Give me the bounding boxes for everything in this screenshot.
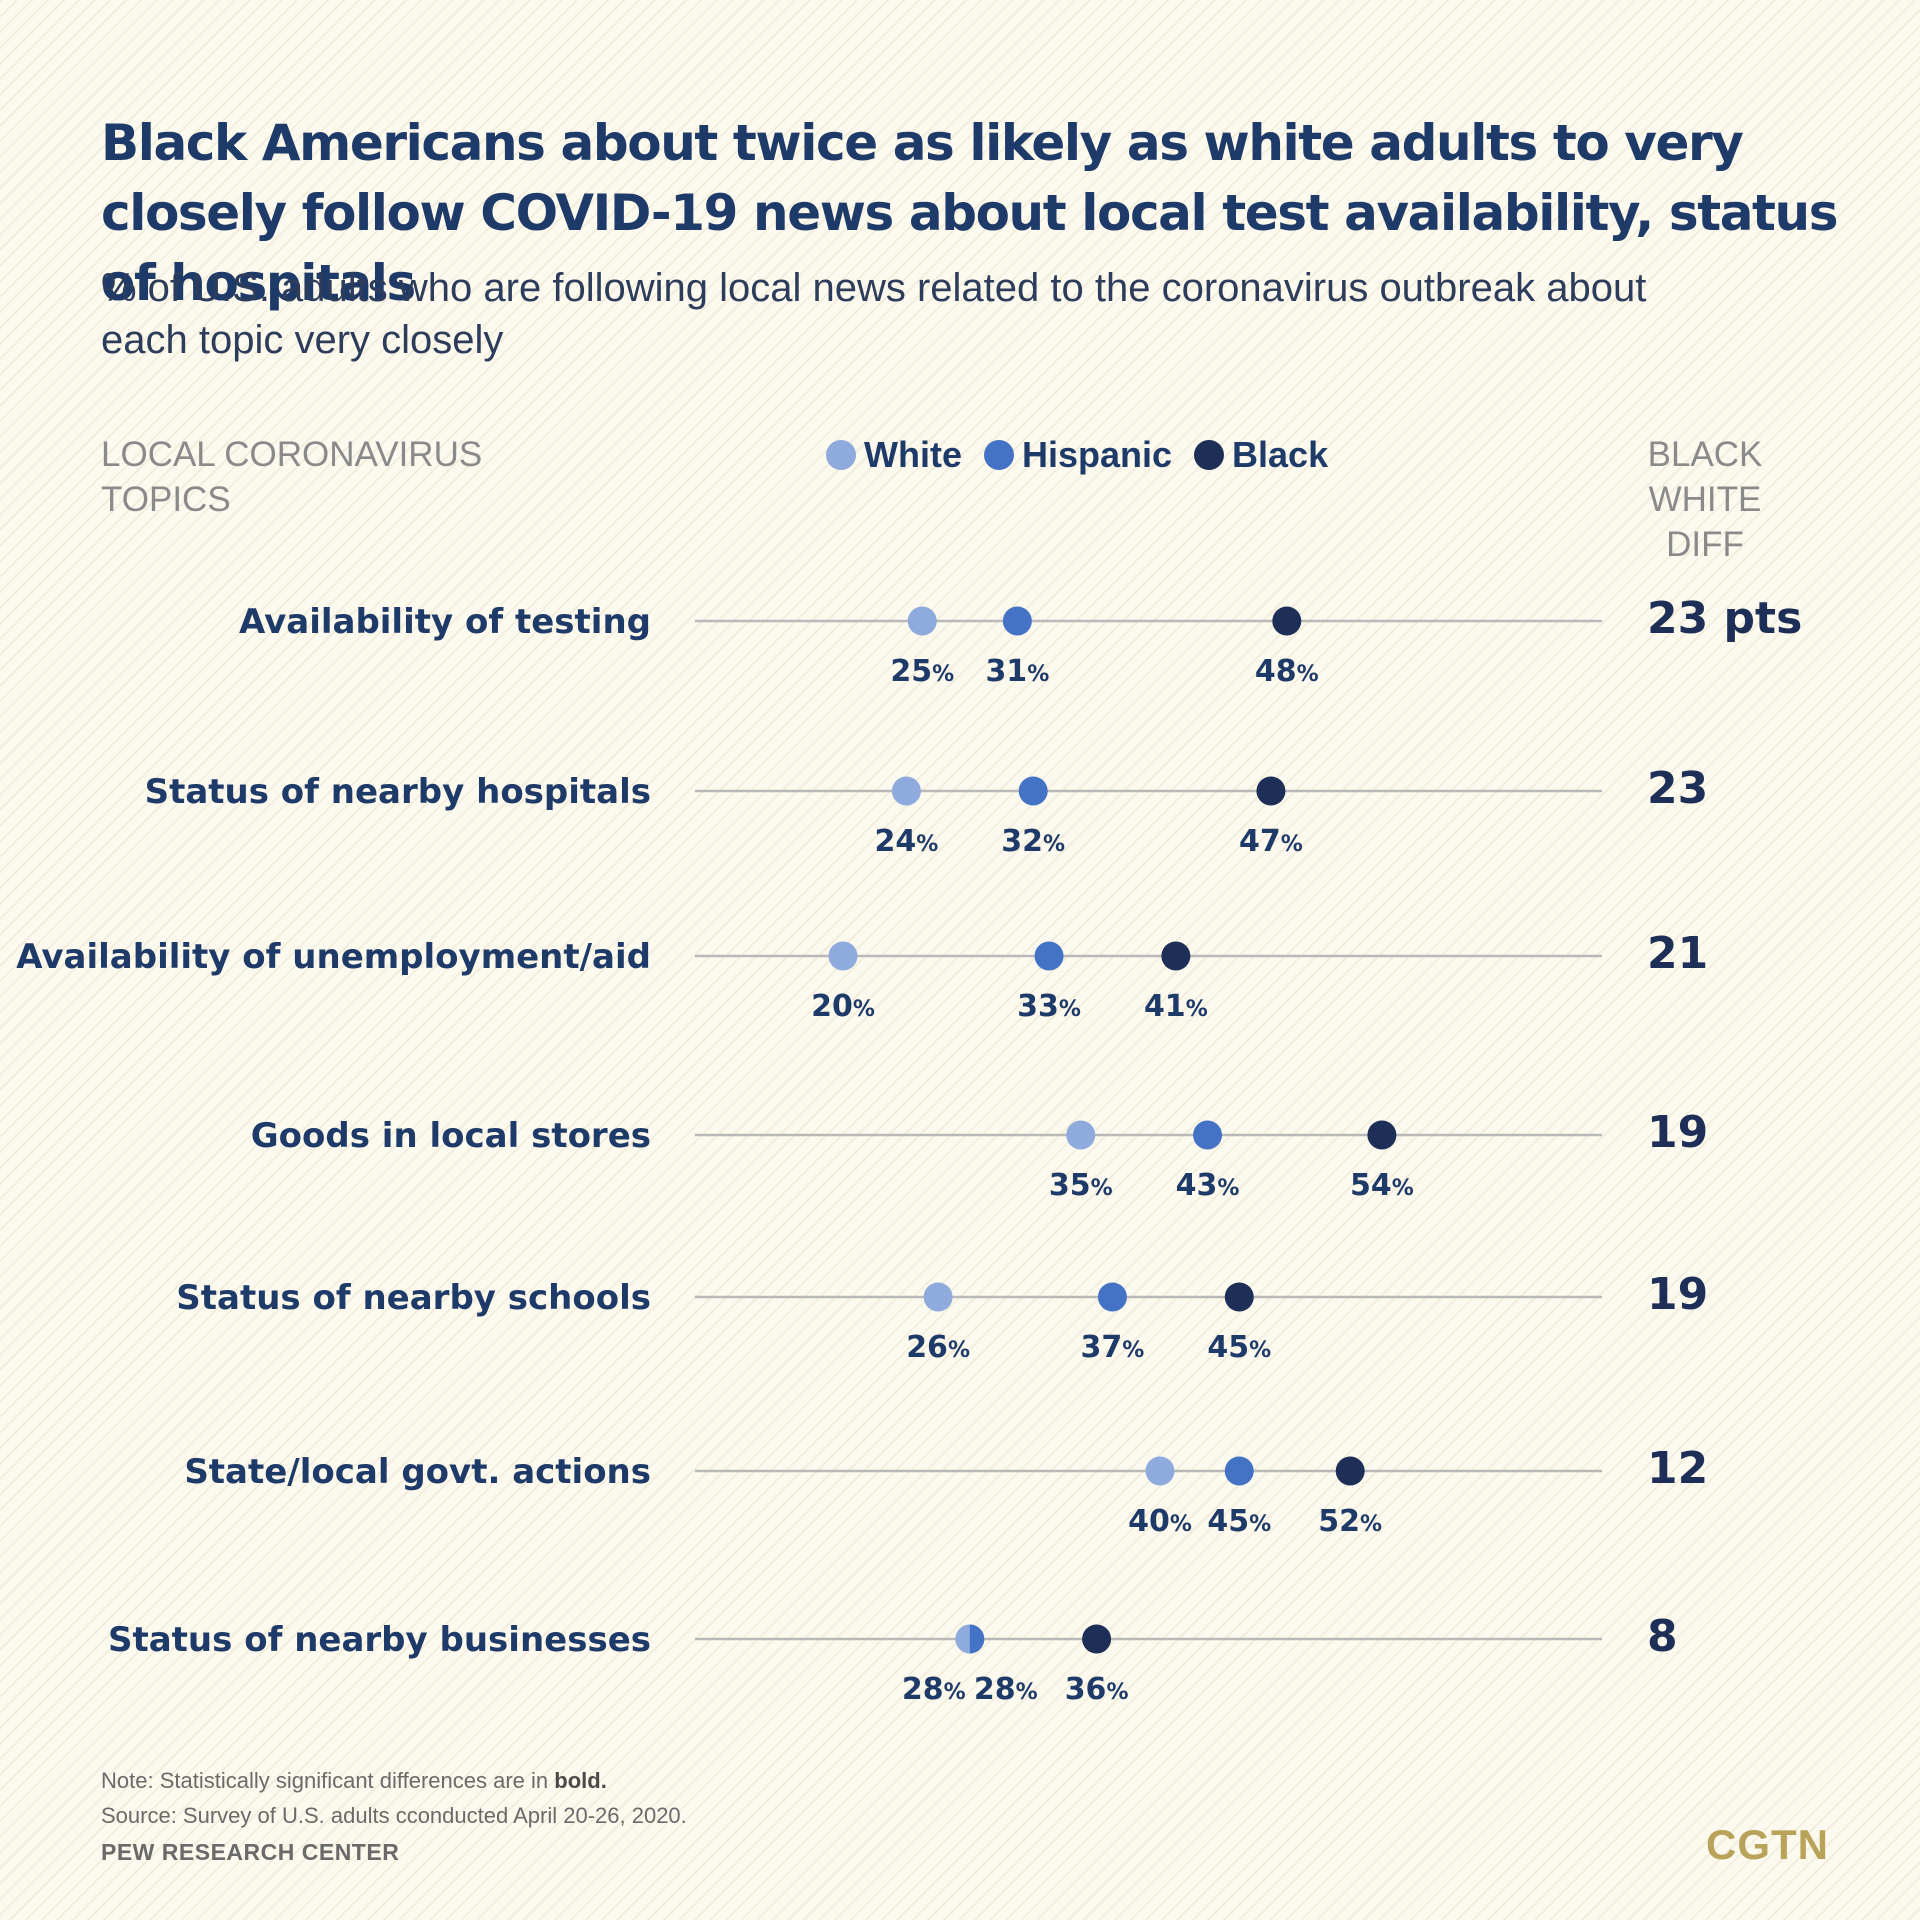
diff-value: 8 bbox=[1647, 1611, 1678, 1662]
footnote-text: Note: Statistically significant differen… bbox=[101, 1768, 549, 1793]
point-black bbox=[1224, 1282, 1254, 1312]
category-label: Availability of testing bbox=[239, 602, 651, 642]
footnote-bold: bold. bbox=[554, 1768, 607, 1793]
value-label-black: 52% bbox=[1318, 1504, 1382, 1539]
point-hispanic bbox=[1193, 1120, 1223, 1150]
chart-subtitle: % of U.S. adults who are following local… bbox=[101, 266, 1647, 362]
value-label-hispanic: 33% bbox=[1017, 989, 1081, 1024]
point-white bbox=[828, 941, 858, 971]
point-hispanic bbox=[1097, 1282, 1127, 1312]
diff-value: 23 bbox=[1647, 763, 1708, 814]
category-label: Status of nearby businesses bbox=[108, 1620, 651, 1660]
value-label-white: 20% bbox=[811, 989, 875, 1024]
cgtn-logo: CGTN bbox=[1706, 1821, 1829, 1868]
legend-marker-black bbox=[1194, 440, 1225, 470]
footnote: Note: Statistically significant differen… bbox=[101, 1766, 607, 1796]
diff-value: 23 pts bbox=[1647, 593, 1802, 644]
chart-title: Black Americans about twice as likely as… bbox=[101, 114, 1839, 312]
value-label-white: 25% bbox=[890, 654, 954, 689]
legend-label-white: White bbox=[864, 434, 962, 475]
legend-label-hispanic: Hispanic bbox=[1021, 434, 1173, 475]
value-label-black: 45% bbox=[1207, 1330, 1271, 1365]
point-white bbox=[923, 1282, 953, 1312]
point-white bbox=[1066, 1120, 1096, 1150]
value-label-black: 36% bbox=[1065, 1672, 1129, 1707]
value-label-black: 48% bbox=[1255, 654, 1319, 689]
chart-row-status-of-nearby-schools: Status of nearby schools 19 26% 37% 45% bbox=[176, 1269, 1708, 1365]
value-label-black: 54% bbox=[1350, 1168, 1414, 1203]
point-hispanic bbox=[1034, 941, 1064, 971]
chart-row-state-local-govt-actions: State/local govt. actions 12 40% 45% 52% bbox=[184, 1443, 1708, 1539]
value-label-white: 35% bbox=[1049, 1168, 1113, 1203]
chart-row-status-of-nearby-businesses: Status of nearby businesses 8 28% 28% 36% bbox=[108, 1611, 1678, 1707]
point-black bbox=[1335, 1456, 1365, 1486]
value-label-white: 40% bbox=[1128, 1504, 1192, 1539]
category-label: Status of nearby schools bbox=[176, 1278, 651, 1318]
value-label-white: 26% bbox=[906, 1330, 970, 1365]
category-label: Status of nearby hospitals bbox=[145, 772, 651, 812]
point-black bbox=[1367, 1120, 1397, 1150]
point-black bbox=[1272, 606, 1302, 636]
value-label-white: 28% bbox=[902, 1672, 966, 1707]
legend-item-hispanic: Hispanic bbox=[983, 434, 1173, 476]
value-label-hispanic: 31% bbox=[985, 654, 1049, 689]
point-white bbox=[891, 776, 921, 806]
diff-column-header: BLACK WHITE DIFF bbox=[1647, 435, 1763, 564]
legend-item-white: White bbox=[826, 434, 962, 476]
point-hispanic bbox=[1224, 1456, 1254, 1486]
diff-value: 19 bbox=[1647, 1107, 1708, 1158]
chart-row-availability-of-testing: Availability of testing 23 pts 25% 31% 48% bbox=[239, 593, 1802, 689]
category-label: State/local govt. actions bbox=[184, 1452, 651, 1492]
value-label-hispanic: 45% bbox=[1207, 1504, 1271, 1539]
legend-marker-white bbox=[826, 440, 856, 470]
category-label: Goods in local stores bbox=[251, 1116, 651, 1156]
value-label-black: 47% bbox=[1239, 824, 1303, 859]
category-label: Availability of unemployment/aid bbox=[16, 937, 651, 977]
point-hispanic bbox=[1002, 606, 1032, 636]
chart-row-goods-in-local-stores: Goods in local stores 19 35% 43% 54% bbox=[251, 1107, 1708, 1203]
diff-value: 21 bbox=[1647, 928, 1708, 979]
chart-row-availability-of-unemployment-aid: Availability of unemployment/aid 21 20% 33%… bbox=[16, 928, 1708, 1024]
value-label-hispanic: 43% bbox=[1176, 1168, 1240, 1203]
legend-marker-hispanic bbox=[983, 440, 1014, 470]
point-black bbox=[1161, 941, 1191, 971]
point-black bbox=[1082, 1624, 1112, 1654]
point-white bbox=[1145, 1456, 1175, 1486]
value-label-hispanic: 37% bbox=[1081, 1330, 1145, 1365]
diff-value: 19 bbox=[1647, 1269, 1708, 1320]
source-brand: PEW RESEARCH CENTER bbox=[101, 1839, 400, 1865]
value-label-hispanic: 28% bbox=[974, 1672, 1038, 1707]
legend: White Hispanic Black bbox=[826, 432, 1350, 478]
chart-row-status-of-nearby-hospitals: Status of nearby hospitals 23 24% 32% 47% bbox=[145, 763, 1709, 859]
legend-item-black: Black bbox=[1194, 434, 1328, 476]
point-black bbox=[1256, 776, 1286, 806]
legend-label-black: Black bbox=[1232, 434, 1329, 475]
topics-column-header: LOCAL CORONAVIRUS TOPICS bbox=[101, 435, 483, 519]
value-label-white: 24% bbox=[875, 824, 939, 859]
point-hispanic bbox=[1018, 776, 1048, 806]
diff-value: 12 bbox=[1647, 1443, 1708, 1494]
source-note: Source: Survey of U.S. adults cconducted… bbox=[101, 1803, 687, 1828]
value-label-black: 41% bbox=[1144, 989, 1208, 1024]
point-hispanic bbox=[969, 1624, 985, 1654]
point-white bbox=[907, 606, 937, 636]
value-label-hispanic: 32% bbox=[1001, 824, 1065, 859]
